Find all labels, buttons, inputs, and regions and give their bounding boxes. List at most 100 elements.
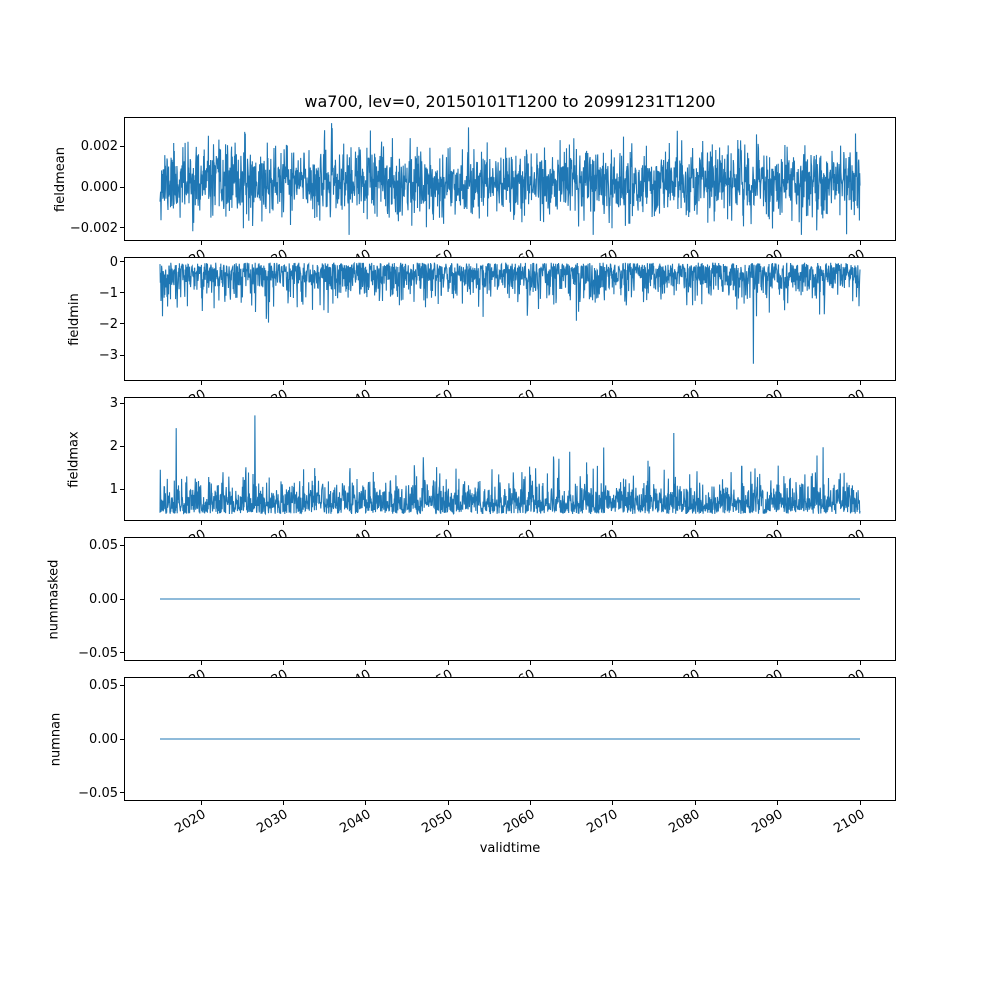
y-tick-mark xyxy=(120,652,124,653)
y-axis-label: fieldmin xyxy=(59,258,89,380)
x-tick-mark xyxy=(283,661,285,665)
x-tick-mark xyxy=(283,521,285,525)
x-tick-mark xyxy=(777,381,779,385)
y-tick-label: 0.00 xyxy=(89,732,118,747)
y-tick-mark xyxy=(120,145,124,147)
x-tick-mark xyxy=(447,381,449,385)
x-tick-label: 2030 xyxy=(254,807,292,837)
x-tick-label: 2070 xyxy=(584,807,621,837)
y-tick-mark xyxy=(120,186,124,188)
x-tick-mark xyxy=(694,801,696,805)
x-tick-mark xyxy=(447,241,449,245)
y-tick-mark xyxy=(120,445,124,447)
x-tick-mark xyxy=(612,521,614,525)
series-line-numnan xyxy=(160,738,860,740)
x-tick-mark xyxy=(365,661,367,665)
y-tick-label: 0.002 xyxy=(80,139,118,155)
y-tick-mark xyxy=(120,738,124,740)
x-tick-mark xyxy=(777,661,779,665)
x-tick-mark xyxy=(694,381,696,385)
x-tick-mark xyxy=(530,801,532,805)
y-axis-label-text: fieldmean xyxy=(52,146,68,212)
y-tick-mark xyxy=(120,292,124,294)
x-tick-label: 2060 xyxy=(501,807,539,837)
x-tick-mark xyxy=(447,801,449,805)
y-axis-label: fieldmax xyxy=(59,398,89,520)
x-tick-mark xyxy=(694,241,696,245)
x-tick-mark xyxy=(612,241,614,245)
x-tick-label: 2080 xyxy=(666,807,703,837)
x-tick-mark xyxy=(365,801,367,805)
series-line-fieldmean xyxy=(159,123,861,235)
subplot-fieldmin xyxy=(124,257,896,381)
y-tick-mark xyxy=(120,598,124,600)
y-tick-mark xyxy=(120,261,124,263)
x-tick-mark xyxy=(530,661,532,665)
y-tick-label: 0.000 xyxy=(80,180,118,196)
x-tick-mark xyxy=(200,381,202,385)
series-line-nummasked xyxy=(160,598,860,600)
x-tick-mark xyxy=(859,661,861,665)
series-line-fieldmax xyxy=(159,415,861,516)
x-tick-mark xyxy=(612,801,614,805)
y-axis-label-text: fieldmax xyxy=(66,430,82,488)
y-tick-label: −2 xyxy=(98,316,118,332)
y-tick-label: 0.00 xyxy=(89,592,118,607)
x-tick-mark xyxy=(777,241,779,245)
x-tick-mark xyxy=(530,521,532,525)
y-tick-label: 0.05 xyxy=(89,678,118,694)
chart-title: wa700, lev=0, 20150101T1200 to 20991231T… xyxy=(304,92,716,111)
x-tick-label: 2020 xyxy=(172,807,209,837)
y-tick-label: 0 xyxy=(109,254,118,270)
x-tick-mark xyxy=(200,521,202,525)
y-tick-mark xyxy=(120,792,124,793)
subplot-nummasked xyxy=(124,537,896,661)
subplot-fieldmax xyxy=(124,397,896,521)
y-axis-label: nummasked xyxy=(39,538,69,660)
y-tick-label: 1 xyxy=(109,482,118,498)
x-tick-label: 2040 xyxy=(337,807,374,837)
x-tick-mark xyxy=(200,801,202,805)
x-tick-mark xyxy=(777,521,779,525)
y-tick-label: −3 xyxy=(98,348,118,364)
x-tick-mark xyxy=(365,241,367,245)
y-tick-mark xyxy=(120,684,124,686)
x-tick-mark xyxy=(612,661,614,665)
x-tick-mark xyxy=(777,801,779,805)
y-tick-label: −0.05 xyxy=(78,645,118,661)
x-tick-mark xyxy=(447,521,449,525)
y-tick-label: −0.05 xyxy=(78,785,118,801)
x-tick-mark xyxy=(530,381,532,385)
y-tick-mark xyxy=(120,544,124,546)
y-tick-mark xyxy=(120,323,124,325)
x-tick-mark xyxy=(200,661,202,665)
y-tick-mark xyxy=(120,488,124,490)
x-tick-mark xyxy=(283,381,285,385)
x-tick-label: 2090 xyxy=(748,807,786,837)
x-tick-mark xyxy=(283,241,285,245)
x-tick-mark xyxy=(447,661,449,665)
y-tick-mark xyxy=(120,354,124,356)
x-tick-mark xyxy=(365,521,367,525)
y-tick-label: −1 xyxy=(98,285,118,301)
y-tick-label: −0.002 xyxy=(69,220,118,236)
y-tick-label: 3 xyxy=(109,396,118,412)
y-tick-label: 0.05 xyxy=(89,538,118,554)
x-tick-mark xyxy=(612,381,614,385)
x-tick-mark xyxy=(859,801,861,805)
series-line-fieldmin xyxy=(159,261,861,364)
y-axis-label-text: nummasked xyxy=(46,559,62,639)
x-tick-mark xyxy=(859,241,861,245)
y-axis-label: numnan xyxy=(41,678,71,800)
x-tick-label: 2100 xyxy=(831,807,868,837)
y-tick-mark xyxy=(120,227,124,229)
x-tick-label: 2050 xyxy=(419,807,456,837)
x-tick-mark xyxy=(200,241,202,245)
x-tick-mark xyxy=(859,521,861,525)
subplot-numnan xyxy=(124,677,896,801)
y-tick-mark xyxy=(120,402,124,404)
x-tick-mark xyxy=(365,381,367,385)
x-tick-mark xyxy=(859,381,861,385)
subplot-fieldmean xyxy=(124,117,896,241)
